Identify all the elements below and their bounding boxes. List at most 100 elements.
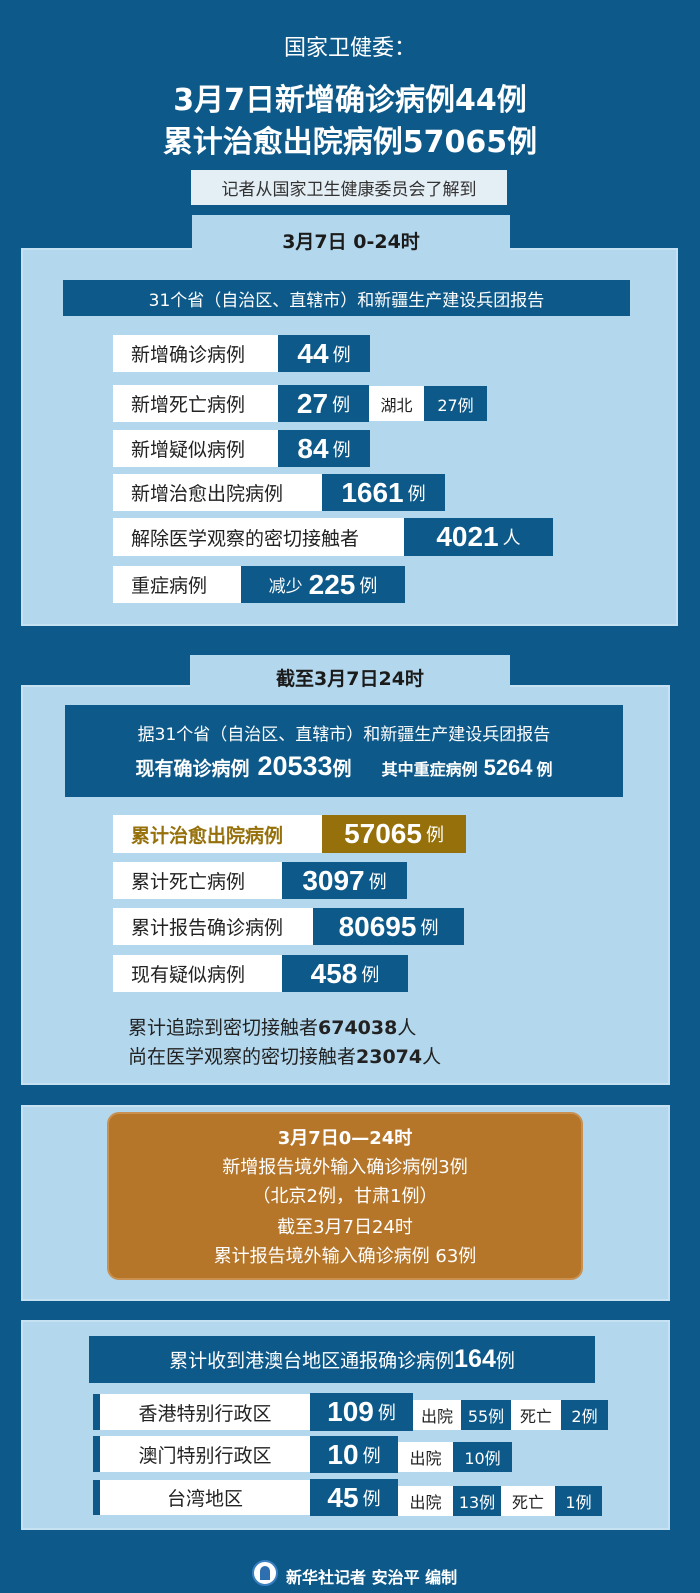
unit: 例 (332, 394, 351, 416)
region-label: 台湾地区 (100, 1480, 310, 1515)
hubei-value: 27例 (424, 386, 487, 421)
region-value: 10 例 (310, 1436, 398, 1473)
row-stripe (93, 1436, 100, 1472)
death-value: 2例 (561, 1400, 608, 1430)
value: 23074 (356, 1046, 423, 1068)
row-value: 84 例 (278, 430, 370, 467)
discharged-label: 出院 (398, 1442, 453, 1472)
section2-banner: 据31个省（自治区、直辖市）和新疆生产建设兵团报告 现有确诊病例 20533 例… (65, 705, 623, 797)
value: 225 (308, 568, 356, 600)
unit: 例 (362, 1488, 381, 1510)
row-label: 新增确诊病例 (113, 335, 278, 372)
discharged-value: 55例 (461, 1400, 511, 1430)
text: 累计收到港澳台地区通报确诊病例 (169, 1350, 455, 1372)
value: 45 (327, 1481, 359, 1513)
row-label: 现有疑似病例 (113, 955, 282, 992)
value: 674038 (318, 1017, 398, 1039)
region-label: 澳门特别行政区 (100, 1436, 310, 1472)
row-value: 458 例 (282, 955, 408, 992)
value: 44 (297, 337, 329, 369)
unit: 人 (502, 528, 521, 549)
text: 尚在医学观察的密切接触者 (128, 1046, 357, 1068)
unit: 例 (332, 344, 351, 366)
death-label: 死亡 (511, 1400, 561, 1430)
row-label: 累计治愈出院病例 (113, 815, 322, 853)
unit: 例 (359, 575, 378, 597)
footer-credit: 新华社记者 安治平 编制 (286, 1568, 458, 1587)
unit: 例 (332, 439, 351, 461)
death-label: 死亡 (501, 1486, 555, 1516)
row-stripe (93, 1394, 100, 1430)
unit: 例 (425, 825, 444, 846)
severe-unit: 例 (536, 760, 553, 779)
headline-line2: 累计治愈出院病例57065例 (162, 125, 538, 160)
subtitle-box: 记者从国家卫生健康委员会了解到 (191, 170, 507, 205)
section1-banner: 31个省（自治区、直辖市）和新疆生产建设兵团报告 (63, 280, 630, 316)
text: 累计追踪到密切接触者 (128, 1017, 319, 1039)
value: 84 (297, 432, 329, 464)
value: 1661 (341, 476, 404, 508)
line: （北京2例，甘肃1例） (252, 1186, 438, 1207)
headline-line1: 3月7日新增确诊病例44例 (173, 83, 527, 118)
value: 109 (327, 1396, 374, 1427)
unit: 例 (407, 483, 426, 505)
current-value: 20533 (257, 751, 333, 781)
row-value: 4021 人 (404, 518, 553, 556)
value: 10 (327, 1438, 359, 1470)
current-label: 现有确诊病例 (135, 758, 250, 780)
value: 164 (454, 1345, 496, 1373)
row-label: 新增疑似病例 (113, 430, 278, 467)
discharged-value: 13例 (453, 1486, 501, 1516)
row-label: 新增死亡病例 (113, 385, 278, 422)
current-unit: 例 (332, 758, 352, 780)
line: 新增报告境外输入确诊病例3例 (222, 1157, 468, 1178)
discharged-value: 10例 (453, 1442, 512, 1472)
imported-cases-box: 3月7日0—24时 新增报告境外输入确诊病例3例 （北京2例，甘肃1例） 截至3… (107, 1112, 583, 1280)
unit: 例 (361, 964, 380, 986)
section2-tab: 截至3月7日24时 (190, 655, 510, 700)
severe-label: 其中重症病例 (381, 760, 478, 779)
row-label: 新增治愈出院病例 (113, 474, 322, 511)
row-label: 累计死亡病例 (113, 862, 282, 899)
value: 4021 (436, 521, 499, 552)
row-stripe (93, 1480, 100, 1515)
value: 458 (310, 957, 358, 989)
row-label: 解除医学观察的密切接触者 (113, 518, 404, 556)
row-label: 累计报告确诊病例 (113, 908, 313, 945)
unit: 例 (368, 871, 387, 893)
row-value: 80695 例 (313, 908, 464, 945)
row-value: 27 例 (278, 385, 369, 422)
unit: 例 (377, 1403, 396, 1424)
value: 27 (296, 387, 329, 419)
unit: 人 (397, 1017, 417, 1039)
row-value: 1661 例 (322, 474, 445, 511)
row-value: 减少 225 例 (241, 566, 405, 603)
hubei-label: 湖北 (369, 386, 424, 421)
unit: 例 (495, 1350, 515, 1372)
value: 3097 (302, 864, 365, 896)
banner-text: 据31个省（自治区、直辖市）和新疆生产建设兵团报告 (137, 725, 551, 745)
line: 3月7日0—24时 (277, 1128, 413, 1149)
value: 80695 (338, 910, 417, 942)
traced-contacts-line: 累计追踪到密切接触者674038人 (128, 1013, 416, 1040)
prefix: 减少 (268, 577, 303, 597)
row-value: 57065 例 (322, 815, 466, 853)
unit: 人 (422, 1046, 442, 1068)
value: 57065 (344, 818, 422, 849)
row-label: 重症病例 (113, 566, 241, 603)
line: 累计报告境外输入确诊病例 63例 (213, 1246, 477, 1267)
discharged-label: 出院 (398, 1486, 453, 1516)
unit: 例 (362, 1445, 381, 1467)
line: 截至3月7日24时 (277, 1217, 413, 1238)
region-value: 109 例 (310, 1393, 413, 1431)
severe-value: 5264 (483, 755, 533, 780)
row-value: 44 例 (278, 335, 370, 372)
section1-tab: 3月7日 0-24时 (192, 215, 510, 265)
source-title: 国家卫健委： (283, 36, 416, 61)
region-value: 45 例 (310, 1479, 398, 1516)
region-label: 香港特别行政区 (100, 1394, 310, 1430)
xinhua-logo-icon (252, 1560, 278, 1586)
unit: 例 (420, 917, 439, 939)
observed-contacts-line: 尚在医学观察的密切接触者23074人 (128, 1042, 441, 1069)
row-value: 3097 例 (282, 862, 407, 899)
